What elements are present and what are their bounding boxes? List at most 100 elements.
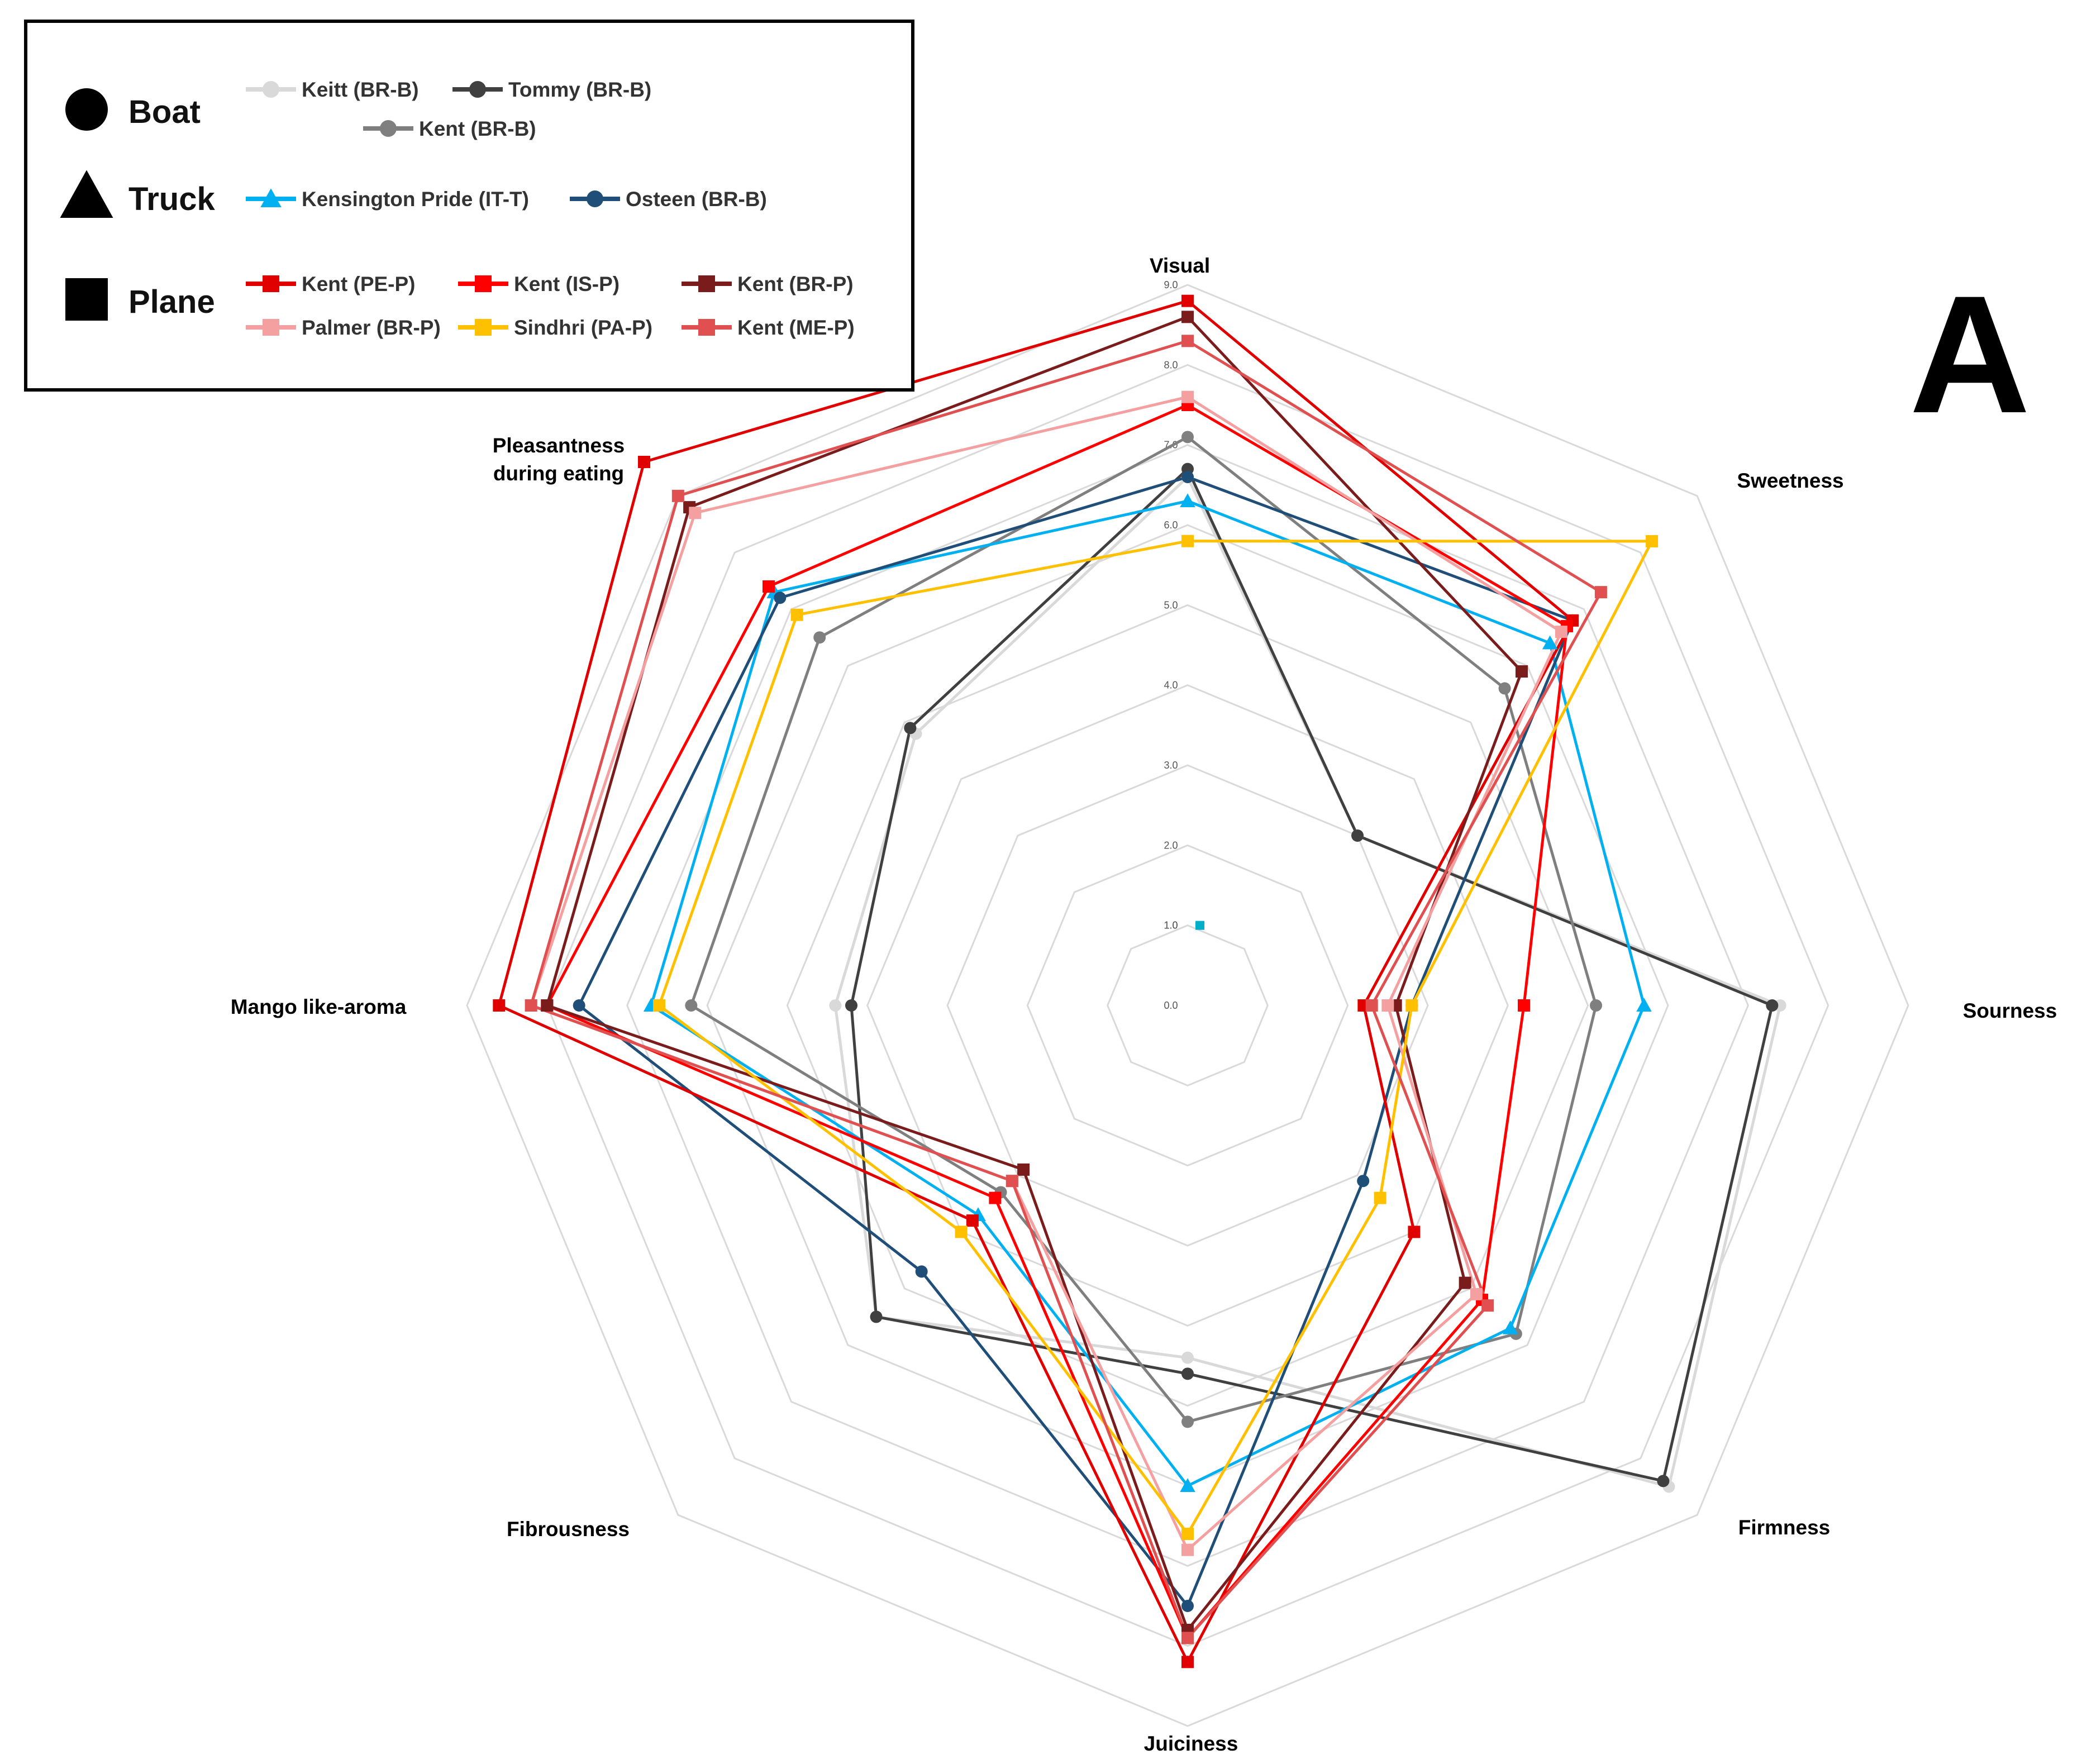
legend-entry-palmer-br-p: Palmer (BR-P) xyxy=(302,316,441,339)
legend-triangle-symbol xyxy=(60,170,113,218)
data-point-kent-br-b xyxy=(813,631,826,644)
legend-entry-osteen-br-b: Osteen (BR-B) xyxy=(626,188,767,211)
data-point-kent-br-p xyxy=(1181,311,1194,323)
data-point-kent-me-p xyxy=(1181,335,1194,347)
data-point-tommy-br-b xyxy=(1181,1367,1194,1380)
data-point-kent-br-b xyxy=(1590,999,1602,1012)
legend-swatch-marker xyxy=(475,319,492,336)
data-point-kent-br-b xyxy=(685,999,698,1012)
legend-entry-kent-br-b: Kent (BR-B) xyxy=(419,117,536,140)
data-point-kensington-pride-it-t xyxy=(1636,998,1652,1012)
data-point-kent-pe-p xyxy=(1408,1226,1421,1238)
legend-swatch-marker xyxy=(698,319,715,336)
data-point-palmer-br-p xyxy=(1181,390,1194,403)
legend-entry-sindhri-pa-p: Sindhri (PA-P) xyxy=(514,316,652,339)
legend-swatch-marker xyxy=(380,120,397,137)
legend-circle-symbol xyxy=(65,88,108,131)
data-point-osteen-br-b xyxy=(1357,1175,1370,1188)
tick-label: 5.0 xyxy=(1164,599,1178,611)
tick-label: 0.0 xyxy=(1164,1000,1178,1011)
axis-label-sweetness: Sweetness xyxy=(1737,469,1843,492)
grid-ring-2 xyxy=(1026,844,1349,1167)
axis-labels: Visual Sweetness Sourness Firmness Juiciness… xyxy=(231,254,2057,1755)
data-point-palmer-br-p xyxy=(1381,999,1394,1012)
radial-tick-labels: 0.01.02.03.04.05.06.07.08.09.0 xyxy=(1164,279,1178,1011)
annotation-label: 1.0 xyxy=(1164,920,1178,931)
data-point-kent-pe-p xyxy=(493,999,506,1012)
legend-swatch-marker xyxy=(469,81,486,98)
tick-label: 6.0 xyxy=(1164,519,1178,531)
axis-label-firmness: Firmness xyxy=(1738,1516,1831,1539)
data-point-palmer-br-p xyxy=(1181,1543,1194,1556)
data-point-sindhri-pa-p xyxy=(1646,535,1659,547)
data-point-osteen-br-b xyxy=(774,592,787,604)
data-point-kent-br-p xyxy=(1017,1163,1030,1176)
data-point-sindhri-pa-p xyxy=(1405,999,1418,1012)
data-point-keitt-br-b xyxy=(829,999,842,1012)
data-point-kent-me-p xyxy=(1181,1632,1194,1644)
legend-swatch-marker xyxy=(587,190,603,207)
legend-swatch-marker xyxy=(475,275,492,292)
legend: Boat Keitt (BR-B) Tommy (BR-B) Kent (BR-B) T… xyxy=(24,20,914,392)
axis-label-pleasantness-during-eating: Pleasantness during eating xyxy=(493,434,625,485)
tick-label: 9.0 xyxy=(1164,279,1178,290)
tick-label: 3.0 xyxy=(1164,760,1178,771)
data-point-kent-is-p xyxy=(989,1191,1002,1204)
tick-label: 8.0 xyxy=(1164,359,1178,370)
data-point-sindhri-pa-p xyxy=(1181,535,1194,547)
data-point-kent-pe-p xyxy=(1181,294,1194,307)
legend-mode-plane: Plane xyxy=(128,284,215,320)
data-point-kent-br-p xyxy=(541,999,554,1012)
data-point-kensington-pride-it-t xyxy=(1542,635,1558,650)
data-point-tommy-br-b xyxy=(904,722,917,735)
legend-entry-kent-is-p: Kent (IS-P) xyxy=(514,273,620,295)
annotation: 1.0 xyxy=(1164,920,1204,931)
legend-entry-kensington-pride-it-t: Kensington Pride (IT-T) xyxy=(302,188,529,211)
data-point-kent-me-p xyxy=(671,489,684,502)
data-point-palmer-br-p xyxy=(1555,626,1567,638)
data-point-kent-br-b xyxy=(1181,1415,1194,1428)
data-point-sindhri-pa-p xyxy=(1181,1528,1194,1540)
axis-label-sourness: Sourness xyxy=(1963,999,2057,1022)
legend-swatch-marker xyxy=(260,188,282,207)
data-point-tommy-br-b xyxy=(1766,999,1779,1012)
grid-ring-8 xyxy=(546,364,1829,1647)
legend-entry-kent-pe-p: Kent (PE-P) xyxy=(302,273,416,295)
data-point-kent-br-p xyxy=(1459,1276,1471,1289)
grid-ring-9 xyxy=(466,284,1909,1727)
data-point-kent-me-p xyxy=(525,999,537,1012)
legend-swatch-marker xyxy=(263,319,279,336)
axis-label-fibrousness: Fibrousness xyxy=(507,1518,630,1541)
data-point-kent-is-p xyxy=(762,580,775,593)
data-point-tommy-br-b xyxy=(1657,1475,1670,1488)
data-point-osteen-br-b xyxy=(1181,1600,1194,1612)
data-point-sindhri-pa-p xyxy=(790,608,803,621)
tick-label: 4.0 xyxy=(1164,680,1178,691)
data-point-sindhri-pa-p xyxy=(653,999,665,1012)
data-point-kent-is-p xyxy=(1518,999,1530,1012)
data-point-tommy-br-b xyxy=(845,999,857,1012)
series-line-kent-pe-p xyxy=(497,299,1574,1663)
legend-entry-keitt-br-b: Keitt (BR-B) xyxy=(302,78,419,101)
series-line-tommy-br-b xyxy=(850,468,1774,1482)
data-point-osteen-br-b xyxy=(1181,471,1194,483)
data-point-kent-me-p xyxy=(1481,1299,1494,1312)
data-point-kent-pe-p xyxy=(966,1214,979,1227)
legend-square-symbol xyxy=(65,278,108,321)
axis-label-visual: Visual xyxy=(1150,254,1210,277)
data-point-tommy-br-b xyxy=(870,1310,883,1323)
series-line-osteen-br-b xyxy=(578,475,1574,1608)
data-point-kensington-pride-it-t xyxy=(1180,493,1195,507)
grid-ring-1 xyxy=(1107,924,1269,1086)
series-markers xyxy=(493,294,1786,1668)
legend-entry-tommy-br-b: Tommy (BR-B) xyxy=(508,78,651,101)
panel-label: A xyxy=(1909,260,2031,448)
data-point-keitt-br-b xyxy=(1181,1351,1194,1364)
axis-label-mango-like-aroma: Mango like-aroma xyxy=(231,995,407,1018)
legend-swatch-marker xyxy=(263,81,279,98)
data-point-kent-br-b xyxy=(1181,431,1194,444)
data-point-osteen-br-b xyxy=(915,1265,928,1278)
series-line-kent-me-p xyxy=(530,339,1603,1639)
tick-label: 1.0 xyxy=(1164,920,1178,931)
data-point-kent-pe-p xyxy=(1181,1656,1194,1668)
